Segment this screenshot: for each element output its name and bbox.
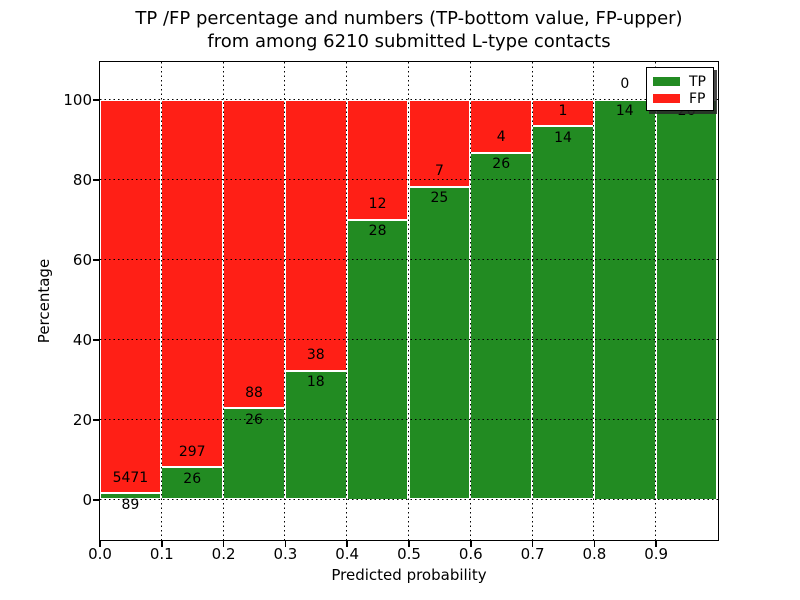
y-tick-label: 20 — [72, 411, 92, 429]
legend: TP FP — [646, 67, 714, 111]
tp-legend-swatch — [653, 77, 680, 86]
x-tick-label: 0.8 — [582, 545, 607, 563]
x-tick-mark — [655, 540, 657, 547]
fp-count-label: 7 — [434, 163, 444, 180]
y-tick-label: 100 — [63, 91, 92, 109]
x-tick-mark — [99, 540, 101, 547]
x-tick-label: 0.9 — [644, 545, 669, 563]
x-tick-label: 0.6 — [458, 545, 483, 563]
fp-bar-segment — [161, 99, 224, 468]
horizontal-gridline — [99, 339, 718, 340]
vertical-gridline — [160, 61, 162, 540]
chart-title-line2: from among 6210 submitted L-type contact… — [207, 31, 611, 52]
x-tick-mark — [593, 540, 596, 547]
x-tick-mark — [346, 540, 348, 547]
fp-bar-segment — [346, 99, 409, 220]
tp-bar-segment — [408, 186, 471, 500]
tp-bar-segment — [593, 99, 656, 500]
x-tick-mark — [161, 540, 163, 547]
tp-count-label: 28 — [368, 223, 387, 239]
x-axis-title: Predicted probability — [331, 566, 487, 584]
fp-bar-segment — [470, 99, 533, 153]
horizontal-gridline — [99, 419, 718, 420]
horizontal-gridline — [99, 259, 718, 260]
fp-count-label: 0 — [620, 76, 630, 92]
tp-count-label: 89 — [121, 496, 140, 513]
y-tick-label: 40 — [72, 331, 92, 349]
tp-count-label: 14 — [554, 129, 572, 146]
fp-count-label: 88 — [245, 384, 263, 401]
fp-count-label: 5471 — [112, 469, 149, 486]
x-tick-mark — [408, 540, 410, 547]
y-tick-mark — [93, 419, 99, 421]
horizontal-gridline — [99, 179, 718, 180]
fp-count-label: 12 — [368, 196, 387, 212]
vertical-gridline — [222, 61, 224, 540]
legend-label-tp: TP — [689, 73, 706, 90]
vertical-gridline — [469, 61, 471, 540]
vertical-gridline — [346, 61, 348, 540]
fp-legend-swatch — [653, 94, 680, 103]
tp-bar-segment — [532, 126, 594, 500]
tp-count-label: 14 — [615, 103, 634, 119]
x-tick-label: 0.7 — [520, 545, 545, 563]
fp-bar-segment — [223, 99, 285, 409]
x-tick-label: 0.2 — [211, 545, 236, 563]
x-tick-label: 0.5 — [397, 545, 421, 563]
x-tick-mark — [531, 540, 534, 547]
tp-count-label: 26 — [183, 470, 202, 487]
fp-count-label: 4 — [496, 129, 506, 146]
chart-title-line1: TP /FP percentage and numbers (TP-bottom… — [135, 8, 683, 29]
tp-bar-segment — [346, 219, 409, 500]
fp-count-label: 1 — [558, 102, 568, 119]
tp-count-label: 26 — [245, 411, 263, 428]
plot-area: 54718929726882638181228725426114014026 — [98, 60, 719, 541]
vertical-gridline — [284, 61, 286, 540]
legend-item-tp: TP — [653, 73, 707, 90]
x-tick-mark — [470, 540, 472, 547]
y-tick-label: 0 — [82, 491, 92, 509]
y-tick-mark — [93, 259, 99, 261]
tp-count-label: 18 — [306, 374, 325, 391]
tp-bar-segment — [655, 99, 718, 500]
legend-label-fp: FP — [689, 90, 706, 107]
x-tick-mark — [284, 540, 287, 547]
y-tick-label: 80 — [72, 171, 92, 189]
tp-count-label: 25 — [430, 190, 449, 207]
x-tick-label: 0.0 — [88, 545, 112, 563]
y-tick-mark — [93, 339, 99, 341]
tp-bar-segment — [470, 152, 533, 500]
tp-count-label: 26 — [492, 156, 511, 173]
vertical-gridline — [531, 61, 533, 540]
fp-count-label: 297 — [178, 443, 206, 460]
x-tick-label: 0.4 — [335, 545, 360, 563]
y-tick-mark — [93, 499, 99, 501]
y-tick-mark — [93, 179, 99, 181]
fp-count-label: 38 — [306, 347, 325, 364]
x-tick-label: 0.3 — [273, 545, 298, 563]
horizontal-gridline — [99, 99, 718, 100]
fp-bar-segment — [284, 99, 347, 371]
legend-item-fp: FP — [653, 90, 707, 107]
x-tick-label: 0.1 — [149, 545, 174, 563]
fp-bar-segment — [99, 99, 162, 494]
vertical-gridline — [408, 61, 409, 540]
vertical-gridline — [593, 61, 595, 540]
y-tick-mark — [93, 99, 99, 101]
vertical-gridline — [655, 61, 657, 540]
y-tick-label: 60 — [72, 251, 92, 269]
x-tick-mark — [222, 540, 225, 547]
horizontal-gridline — [99, 499, 718, 500]
